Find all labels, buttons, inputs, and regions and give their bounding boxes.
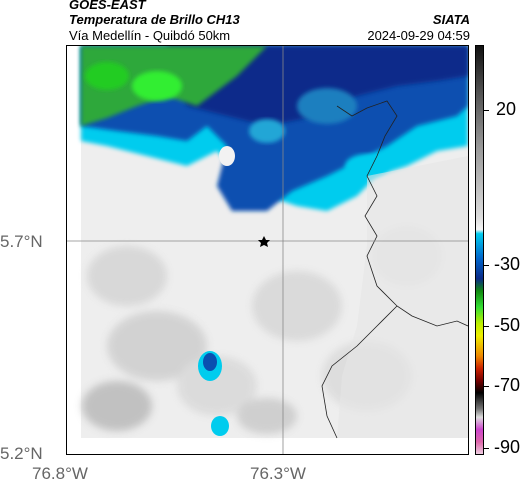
- colorbar-tick-label: -90: [494, 437, 521, 457]
- lat-bottom-label: 5.2°N: [0, 444, 43, 463]
- colorbar-tick-label: -50: [494, 315, 521, 335]
- colorbar-tick: [484, 386, 489, 387]
- lat-top-label: 5.7°N: [0, 232, 43, 251]
- map-panel[interactable]: [66, 45, 469, 455]
- lon-left-label: 76.8°W: [32, 464, 88, 483]
- timestamp-label: 2024-09-29 04:59: [367, 28, 470, 43]
- colorbar-tick-label: -30: [494, 254, 521, 274]
- colorbar: [475, 45, 484, 455]
- colorbar-tick-label: -70: [494, 375, 521, 395]
- colorbar-tick: [484, 326, 489, 327]
- route-label: Vía Medellín - Quibdó 50km: [69, 28, 231, 43]
- colorbar-tick: [484, 265, 489, 266]
- lon-mid-label: 76.3°W: [250, 464, 306, 483]
- star-icon: [258, 236, 270, 247]
- source-title: GOES-EAST: [69, 0, 146, 12]
- colorbar-tick: [484, 110, 489, 111]
- org-label: SIATA: [432, 12, 470, 27]
- product-title: Temperatura de Brillo CH13: [69, 12, 240, 27]
- colorbar-tick-label: 20: [496, 99, 517, 119]
- brightness-temperature-map: [67, 46, 468, 454]
- colorbar-tick: [484, 448, 489, 449]
